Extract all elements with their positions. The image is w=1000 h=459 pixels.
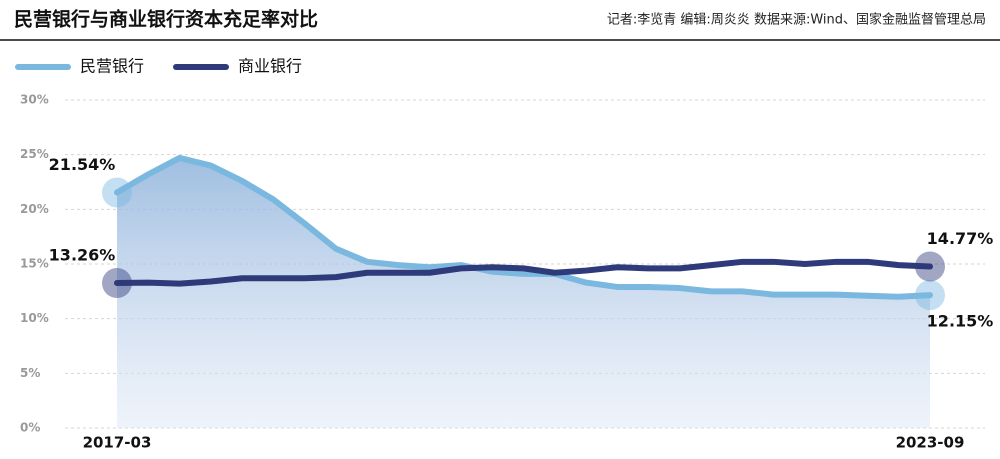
area bbox=[117, 157, 930, 429]
source-note: 记者:李览青 编辑:周炎炎 数据来源:Wind、国家金融监督管理总局 bbox=[607, 12, 986, 28]
series-line bbox=[114, 154, 933, 300]
y-tick-label: 5% bbox=[20, 366, 40, 380]
value-label: 13.26% bbox=[49, 246, 116, 265]
end-marker bbox=[102, 268, 132, 299]
y-tick-label: 10% bbox=[20, 311, 49, 325]
y-tick-label: 25% bbox=[20, 147, 49, 161]
end-marker bbox=[102, 177, 132, 208]
series-line bbox=[114, 258, 933, 287]
end-marker bbox=[915, 280, 945, 311]
x-tick-label: 2017-03 bbox=[83, 434, 152, 452]
y-tick-label: 15% bbox=[20, 257, 49, 271]
end-marker bbox=[915, 251, 945, 282]
y-tick-label: 30% bbox=[20, 93, 49, 107]
value-label: 12.15% bbox=[927, 312, 994, 331]
y-tick-label: 0% bbox=[20, 421, 40, 435]
x-tick-label: 2023-09 bbox=[896, 434, 965, 452]
value-label: 21.54% bbox=[49, 155, 116, 174]
value-label: 14.77% bbox=[927, 229, 994, 248]
legend-label: 商业银行 bbox=[238, 57, 302, 76]
legend-label: 民营银行 bbox=[80, 57, 144, 76]
y-tick-label: 20% bbox=[20, 202, 49, 216]
chart-title: 民营银行与商业银行资本充足率对比 bbox=[14, 8, 318, 31]
